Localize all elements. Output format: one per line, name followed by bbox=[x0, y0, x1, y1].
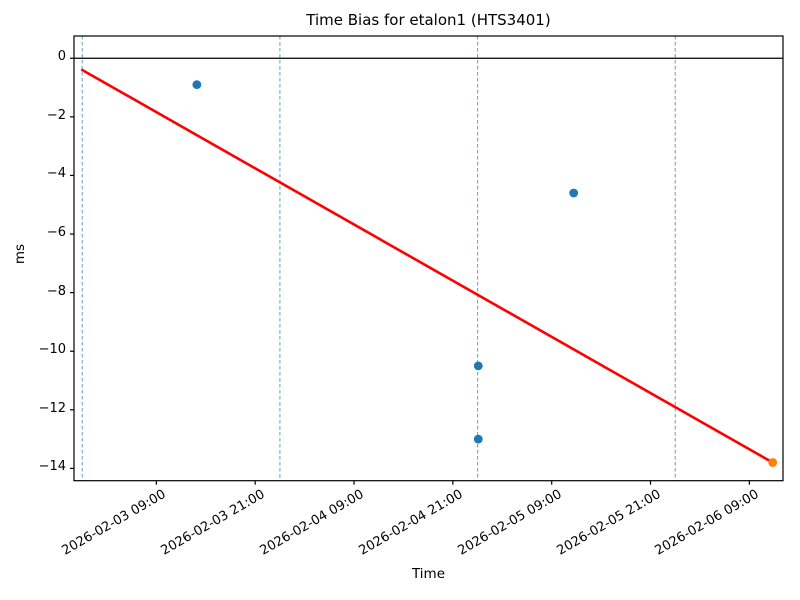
y-tick-label: −4 bbox=[46, 166, 66, 182]
y-tick-label: −14 bbox=[38, 459, 66, 475]
y-tick-label: −10 bbox=[38, 342, 66, 358]
time-bias-measurements-point bbox=[473, 434, 483, 444]
latest-measurement-point bbox=[768, 458, 778, 467]
plot-border bbox=[73, 35, 784, 482]
y-tick-label: 0 bbox=[57, 49, 66, 65]
y-tick-label: −12 bbox=[38, 400, 66, 416]
y-tick-label: −2 bbox=[46, 107, 66, 123]
time-bias-measurements-point bbox=[192, 80, 202, 90]
time-bias-measurements-point bbox=[569, 188, 579, 198]
y-tick-label: −8 bbox=[46, 283, 66, 299]
chart-title: Time Bias for etalon1 (HTS3401) bbox=[306, 11, 551, 29]
time-bias-measurements-point bbox=[473, 361, 483, 371]
trend-line bbox=[80, 68, 775, 464]
y-tick-label: −6 bbox=[46, 225, 66, 241]
x-axis-label: Time bbox=[411, 566, 446, 582]
y-axis-label: ms bbox=[12, 243, 28, 265]
